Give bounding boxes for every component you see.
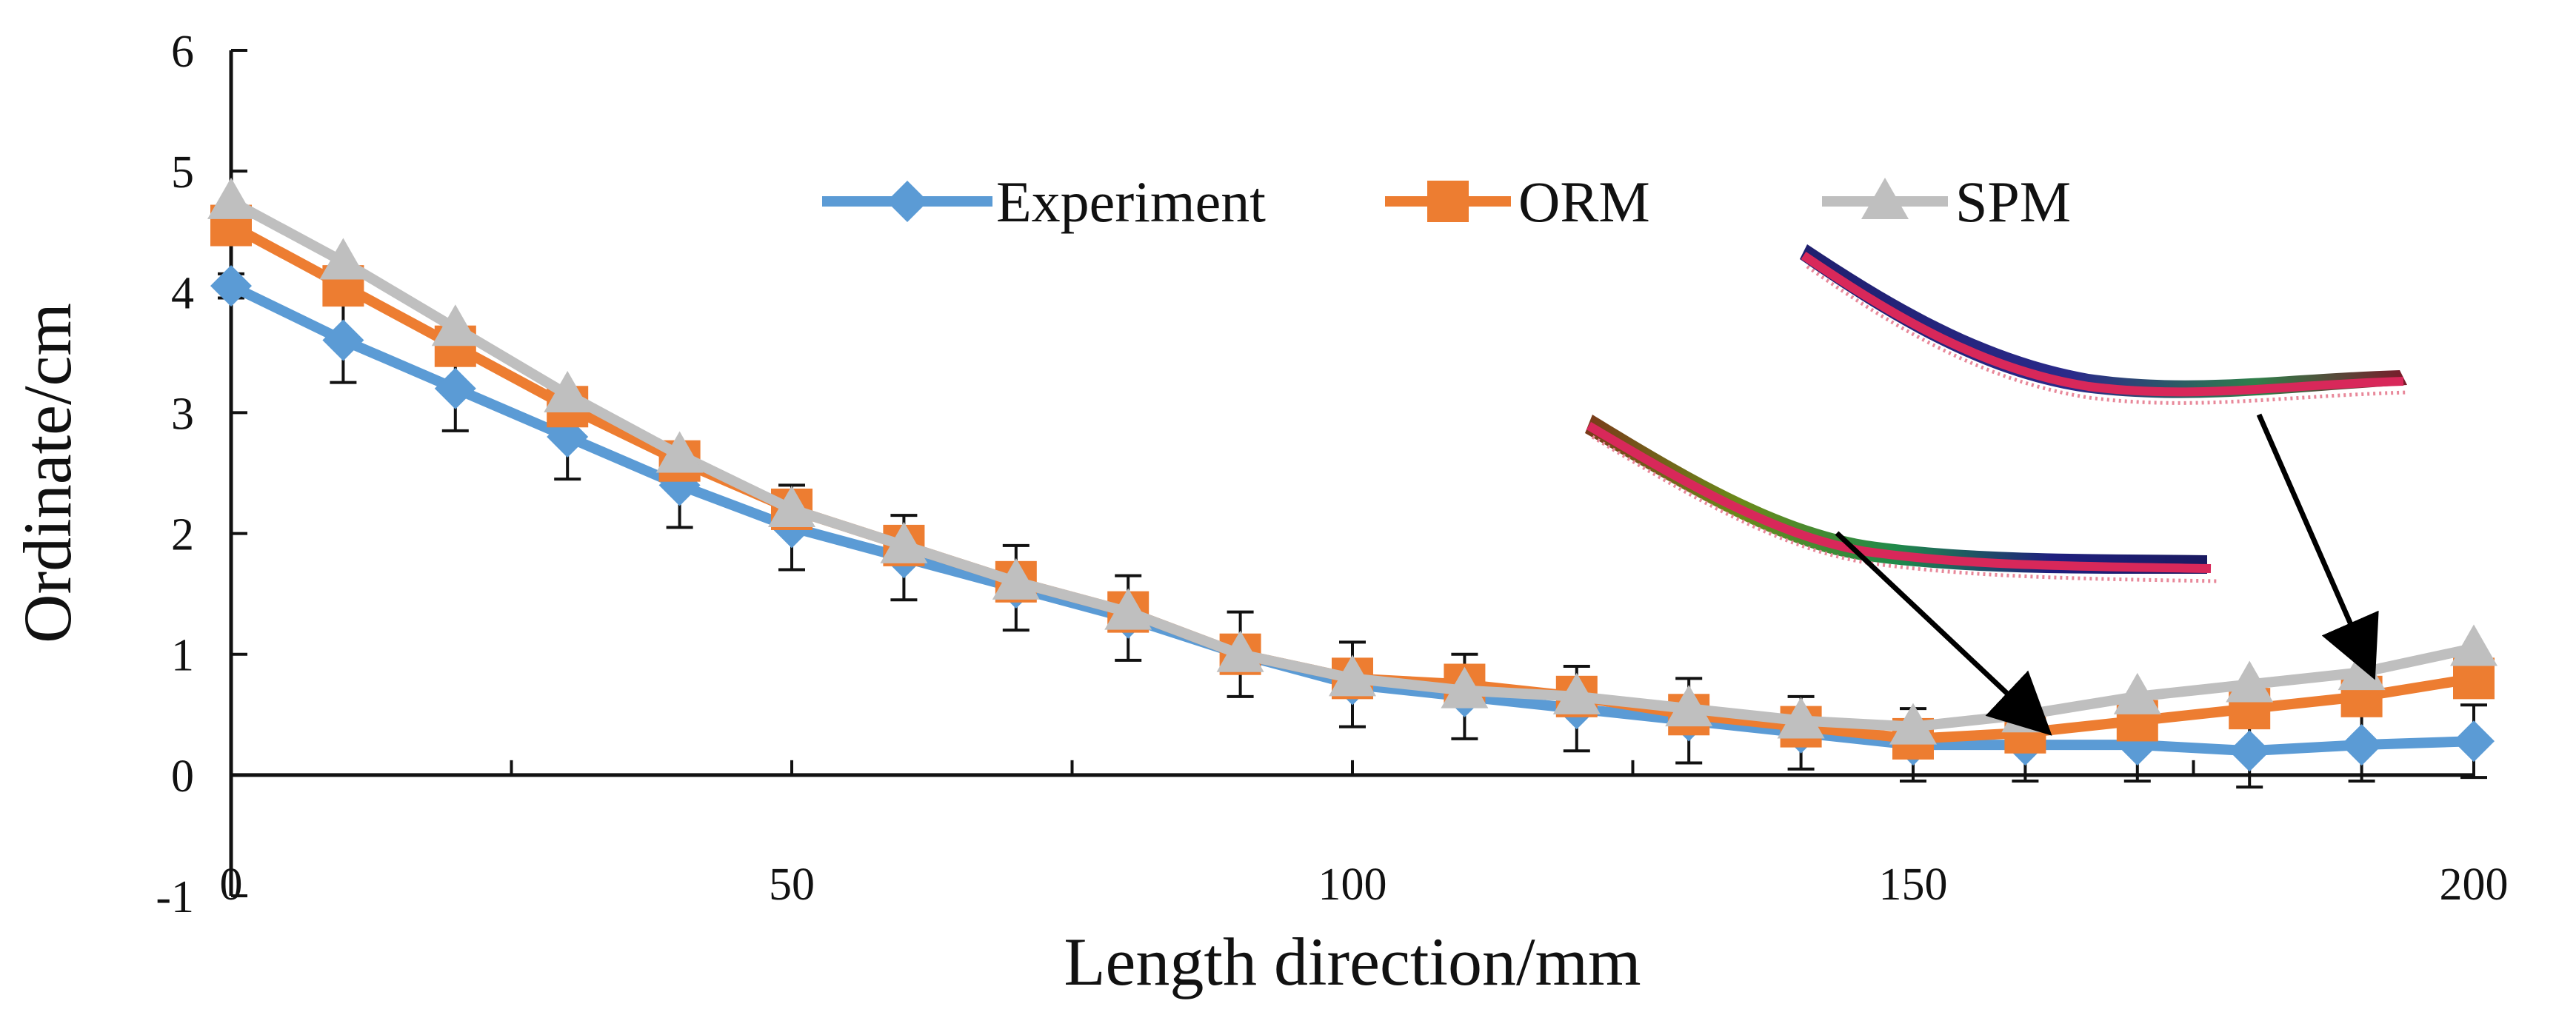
x-tick-label: 150	[1879, 860, 1948, 910]
legend-label: Experiment	[996, 170, 1266, 234]
legend-item-spm: SPM	[1822, 170, 2071, 234]
data-point	[2229, 730, 2271, 772]
data-point	[207, 177, 255, 219]
series-group	[207, 177, 2497, 772]
data-point	[2226, 660, 2274, 703]
data-point	[2340, 724, 2383, 766]
data-point	[1777, 697, 1825, 739]
y-tick-label: 3	[171, 389, 194, 439]
data-point	[1329, 654, 1376, 697]
y-tick-label: 5	[171, 147, 194, 198]
legend-marker	[887, 181, 928, 222]
legend-marker	[1861, 178, 1909, 219]
data-point	[2450, 624, 2497, 666]
y-tick-label: -1	[156, 872, 194, 922]
data-point	[1552, 672, 1601, 714]
deformed-part-inset-2	[1585, 415, 2219, 583]
deformed-part-inset-1	[1800, 244, 2408, 405]
legend-item-orm: ORM	[1385, 170, 1650, 234]
y-tick-label: 4	[171, 268, 194, 318]
data-point	[431, 304, 479, 346]
x-tick-label: 100	[1318, 860, 1387, 910]
y-tick-label: 1	[171, 631, 194, 681]
y-axis-title: Ordinate/cm	[10, 303, 85, 643]
data-point	[1441, 666, 1489, 709]
data-point	[1889, 703, 1937, 745]
data-point	[992, 557, 1040, 600]
x-tick-label: 200	[2440, 860, 2509, 910]
legend-label: ORM	[1518, 170, 1650, 234]
data-point	[768, 485, 815, 527]
data-point	[655, 431, 704, 473]
data-point	[1216, 630, 1264, 672]
annotation-arrows	[1835, 413, 2379, 736]
x-tick-label: 50	[769, 860, 815, 910]
legend: Experiment ORM SPM	[822, 170, 2071, 234]
arrow-inset-1	[2256, 413, 2379, 680]
y-tick-label: 2	[171, 510, 194, 560]
series-spm	[207, 177, 2497, 745]
legend-item-experiment: Experiment	[822, 170, 1266, 234]
data-point	[544, 370, 592, 412]
x-tick-label: 0	[220, 860, 243, 910]
legend-label: SPM	[1955, 170, 2071, 234]
y-tick-label: 0	[171, 751, 194, 802]
arrow-inset-2	[1835, 531, 2052, 736]
data-point	[1665, 685, 1713, 727]
x-axis-title: Length direction/mm	[1064, 924, 1641, 999]
data-point	[434, 367, 476, 409]
data-point	[1104, 588, 1152, 630]
data-point	[322, 319, 364, 361]
data-point	[2113, 672, 2161, 714]
legend-marker	[1427, 181, 1469, 222]
data-point	[2453, 720, 2495, 763]
y-tick-label: 6	[171, 27, 194, 77]
data-point	[880, 521, 928, 563]
data-point	[210, 265, 252, 307]
data-point	[319, 238, 367, 280]
axes: -1 0 1 2 3 4 5 6 0 50 100 150 200	[156, 27, 2508, 922]
